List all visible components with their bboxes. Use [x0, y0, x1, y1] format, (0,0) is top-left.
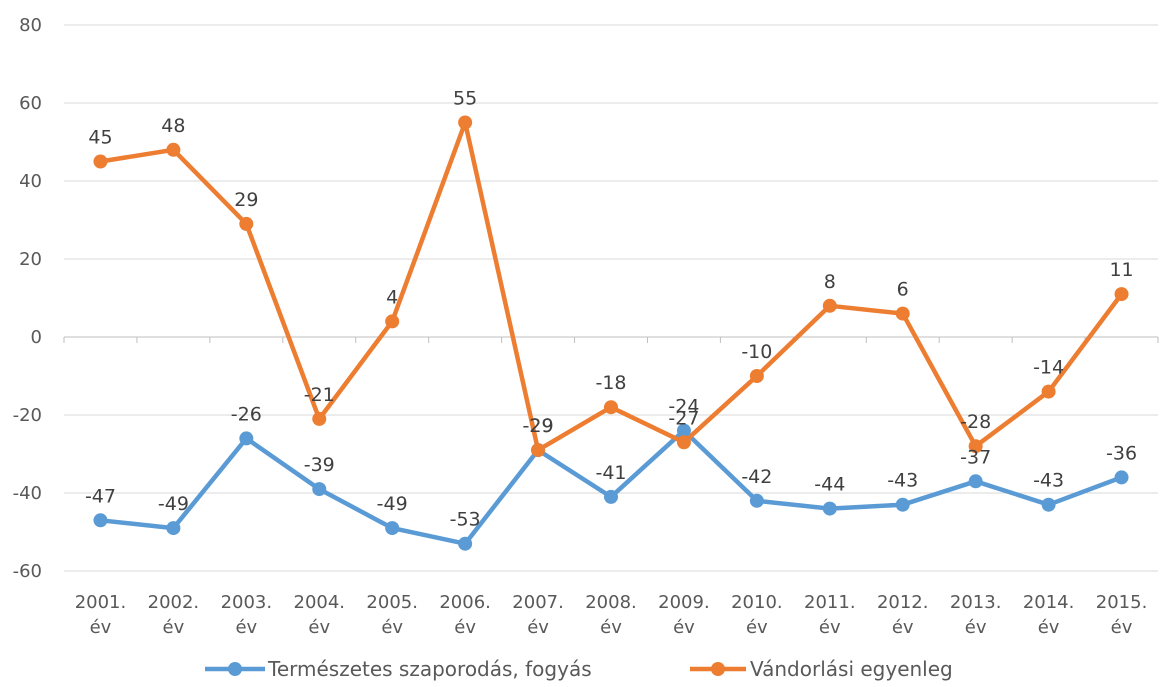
data-point [676, 435, 691, 450]
y-tick-label: 0 [31, 327, 42, 348]
data-label: -43 [887, 470, 918, 492]
x-tick-label: 2015. év [1096, 592, 1148, 638]
data-label: -49 [377, 493, 408, 515]
y-tick-label: 60 [19, 93, 42, 114]
y-tick-label: 80 [19, 15, 42, 36]
x-tick-label: 2009. év [658, 592, 710, 638]
data-label: 55 [453, 88, 477, 110]
data-point [604, 489, 618, 504]
data-label: -39 [304, 454, 335, 476]
data-label: -43 [1033, 470, 1064, 492]
data-labels: -47 -49 -26 -39 -49 -53 -29 -41 -24 -42 -44 -43 -37 -… [85, 88, 1137, 531]
data-label: -29 [523, 415, 554, 437]
data-point [458, 115, 473, 130]
data-point [676, 423, 691, 438]
data-label: -29 [523, 415, 554, 437]
data-point [239, 431, 254, 446]
data-label: -10 [741, 341, 772, 363]
data-label: 8 [824, 271, 836, 293]
data-label: -18 [595, 372, 626, 394]
data-point [968, 474, 983, 489]
series-points [93, 115, 1129, 551]
y-tick-label: 20 [19, 249, 42, 270]
data-point [166, 142, 181, 157]
legend-label: Természetes szaporodás, fogyás [267, 657, 592, 681]
data-point [749, 369, 764, 383]
data-label: 11 [1109, 259, 1133, 281]
data-label: -14 [1033, 357, 1064, 379]
data-point [312, 411, 327, 426]
x-tick-label: 2011. év [804, 592, 856, 638]
data-point [239, 216, 254, 231]
data-point [1114, 287, 1129, 302]
y-axis: -60 -40 -20 0 20 40 60 80 [13, 15, 42, 582]
x-tick-label: 2007. év [512, 592, 564, 638]
data-point [822, 501, 837, 516]
y-tick-label: -40 [13, 483, 42, 504]
legend-label: Vándorlási egyenleg [750, 657, 953, 681]
data-point [93, 513, 108, 528]
data-point [749, 493, 764, 508]
data-point [1114, 470, 1129, 485]
x-tick-label: 2013. év [950, 592, 1002, 638]
legend-marker [228, 662, 242, 676]
data-label: 4 [386, 286, 398, 308]
data-point [895, 306, 910, 321]
data-point [895, 497, 910, 512]
data-point [458, 536, 473, 551]
x-axis: 2001. év 2002. év 2003. év 2004. év 2005. év 2006.… [63, 336, 1159, 638]
x-tick-label: 2006. év [439, 592, 491, 638]
data-label: -21 [304, 384, 335, 406]
data-point [312, 482, 327, 497]
data-point [385, 314, 400, 329]
data-label: -26 [231, 403, 262, 425]
x-tick-label: 2010. év [731, 592, 783, 638]
data-point [822, 298, 837, 313]
data-label: -44 [814, 474, 845, 496]
y-tick-label: 40 [19, 171, 42, 192]
x-tick-label: 2014. év [1023, 592, 1075, 638]
data-point [968, 439, 983, 454]
data-point [604, 400, 618, 415]
data-label: -37 [960, 446, 991, 468]
data-label: 29 [234, 189, 258, 211]
data-label: -53 [450, 509, 481, 531]
x-tick-label: 2004. év [294, 592, 346, 638]
data-label: -41 [595, 462, 626, 484]
data-label: -42 [741, 466, 772, 488]
x-tick-label: 2005. év [366, 592, 418, 638]
legend-marker [711, 662, 725, 676]
x-tick-label: 2008. év [585, 592, 637, 638]
y-tick-label: -60 [13, 561, 42, 582]
x-tick-label: 2002. év [148, 592, 200, 638]
data-label: -49 [158, 493, 189, 515]
data-label: -24 [668, 396, 699, 418]
x-tick-label: 2012. év [877, 592, 929, 638]
data-point [93, 154, 108, 169]
x-tick-label: 2003. év [221, 592, 273, 638]
data-point [1041, 497, 1056, 512]
data-label: -27 [668, 407, 699, 429]
data-label: 48 [161, 115, 185, 137]
data-point [531, 443, 546, 458]
data-label: -47 [85, 485, 116, 507]
data-label: 45 [88, 127, 112, 149]
data-point [385, 521, 400, 536]
data-label: 6 [897, 279, 909, 301]
data-point [1041, 384, 1056, 399]
y-tick-label: -20 [13, 405, 42, 426]
data-point [166, 521, 181, 536]
data-label: -28 [960, 411, 991, 433]
legend: Természetes szaporodás, fogyás Vándorlási… [205, 657, 953, 681]
data-label: -36 [1106, 442, 1137, 464]
x-tick-label: 2001. év [75, 592, 127, 638]
